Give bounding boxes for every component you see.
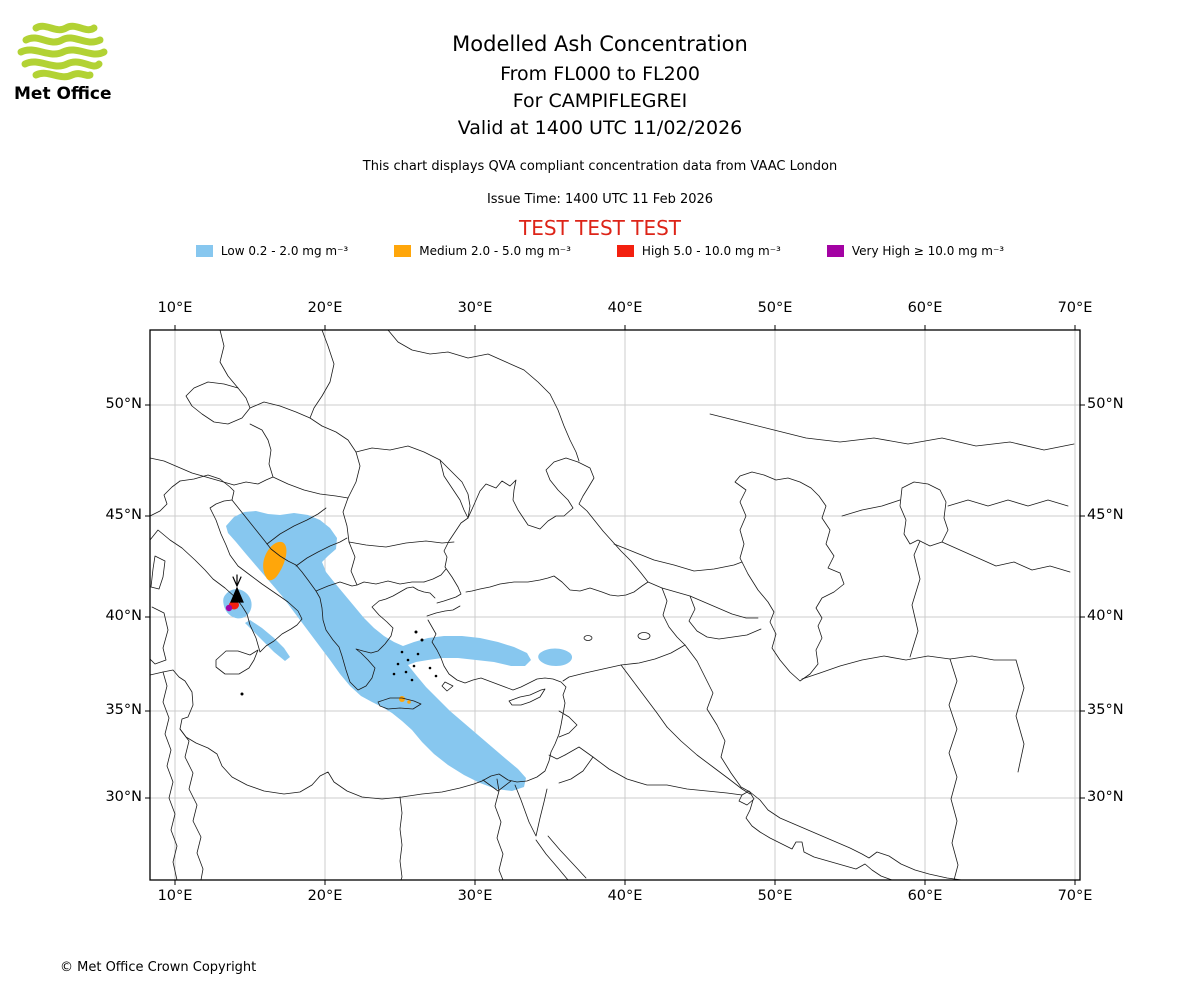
- legend-item-high: High 5.0 - 10.0 mg m⁻³: [616, 244, 781, 258]
- lake-van: [637, 632, 651, 640]
- volcano-marker-icon: [230, 574, 244, 603]
- legend-label-low: Low 0.2 - 2.0 mg m⁻³: [220, 244, 349, 258]
- coast-blacksea: [436, 457, 649, 604]
- lon-tick-label: 20°E: [307, 888, 343, 904]
- issue-time: Issue Time: 1400 UTC 11 Feb 2026: [486, 192, 714, 207]
- coast-crete: [377, 697, 422, 710]
- coastlines: [150, 457, 963, 880]
- page-title: Modelled Ash Concentration: [452, 32, 748, 56]
- lon-tick-label: 40°E: [607, 300, 643, 316]
- subtitle-volcano: For CAMPIFLEGREI: [512, 90, 688, 112]
- coast-corsica: [150, 555, 166, 590]
- lat-tick-label: 35°N: [105, 702, 142, 718]
- met-office-logo: Met Office: [14, 20, 124, 104]
- subtitle-flight-levels: From FL000 to FL200: [500, 63, 700, 85]
- graticule-grid: [150, 330, 1080, 880]
- axis-ticks: [145, 325, 1085, 885]
- lon-tick-label: 30°E: [457, 888, 493, 904]
- legend-item-very-high: Very High ≥ 10.0 mg m⁻³: [826, 244, 1005, 258]
- legend-swatch-low: [195, 245, 213, 257]
- country-borders: [150, 330, 1075, 880]
- legend-label-medium: Medium 2.0 - 5.0 mg m⁻³: [419, 244, 571, 258]
- coast-sicily: [215, 649, 259, 675]
- lat-tick-label: 30°N: [1087, 789, 1124, 805]
- met-office-logo-text: Met Office: [14, 84, 112, 104]
- lat-tick-label: 45°N: [105, 507, 142, 523]
- coast-mediterranean: [150, 619, 567, 800]
- lon-tick-label: 10°E: [157, 888, 193, 904]
- legend-item-medium: Medium 2.0 - 5.0 mg m⁻³: [394, 244, 571, 258]
- coast-persian-gulf-north: [749, 791, 963, 880]
- lat-tick-label: 35°N: [1087, 702, 1124, 718]
- coast-rhodes: [441, 681, 454, 692]
- coast-persian-gulf-south: [745, 799, 893, 880]
- met-office-logo-waves-icon: [17, 22, 108, 81]
- lon-tick-label: 10°E: [157, 300, 193, 316]
- lat-tick-label: 45°N: [1087, 507, 1124, 523]
- coast-redsea-west: [535, 839, 569, 880]
- coast-adriatic-greece: [231, 499, 436, 691]
- coast-sinai: [514, 784, 548, 837]
- legend-item-low: Low 0.2 - 2.0 mg m⁻³: [195, 244, 349, 258]
- coast-marmara-south: [426, 605, 461, 617]
- lat-tick-label: 40°N: [1087, 608, 1124, 624]
- lon-tick-label: 40°E: [607, 888, 643, 904]
- coast-redsea-east: [547, 835, 587, 879]
- lon-tick-label: 70°E: [1057, 300, 1093, 316]
- lon-tick-label: 50°E: [757, 888, 793, 904]
- chart-description: This chart displays QVA compliant concen…: [362, 159, 838, 174]
- lon-tick-label: 30°E: [457, 300, 493, 316]
- copyright-notice: © Met Office Crown Copyright: [60, 960, 257, 975]
- coast-cyprus: [508, 688, 546, 706]
- subtitle-valid-time: Valid at 1400 UTC 11/02/2026: [457, 117, 743, 139]
- lat-tick-label: 30°N: [105, 789, 142, 805]
- lon-tick-label: 70°E: [1057, 888, 1093, 904]
- ash-plume-very-high: [225, 604, 233, 612]
- lat-tick-label: 40°N: [105, 608, 142, 624]
- river-nile: [494, 778, 504, 880]
- legend-swatch-high: [616, 245, 634, 257]
- test-banner: TEST TEST TEST: [518, 216, 681, 240]
- lat-tick-label: 50°N: [1087, 396, 1124, 412]
- coast-aral: [899, 481, 949, 547]
- coast-italy: [150, 499, 303, 653]
- map-area: [145, 325, 1085, 885]
- lon-tick-label: 50°E: [757, 300, 793, 316]
- legend-swatch-medium: [394, 245, 412, 257]
- lon-tick-label: 60°E: [907, 300, 943, 316]
- lat-tick-label: 50°N: [105, 396, 142, 412]
- legend-label-very-high: Very High ≥ 10.0 mg m⁻³: [851, 244, 1005, 258]
- lon-tick-label: 60°E: [907, 888, 943, 904]
- concentration-legend: Low 0.2 - 2.0 mg m⁻³ Medium 2.0 - 5.0 mg…: [0, 244, 1200, 258]
- river-nile-delta: [482, 779, 512, 792]
- aegean-islands: [240, 630, 438, 696]
- coast-caspian: [734, 471, 845, 682]
- lake-tuz: [583, 635, 593, 641]
- map-svg: [145, 325, 1085, 885]
- legend-swatch-very-high: [826, 245, 844, 257]
- coast-sardinia: [150, 606, 169, 665]
- map-frame: [149, 329, 1081, 881]
- legend-label-high: High 5.0 - 10.0 mg m⁻³: [641, 244, 781, 258]
- lon-tick-label: 20°E: [307, 300, 343, 316]
